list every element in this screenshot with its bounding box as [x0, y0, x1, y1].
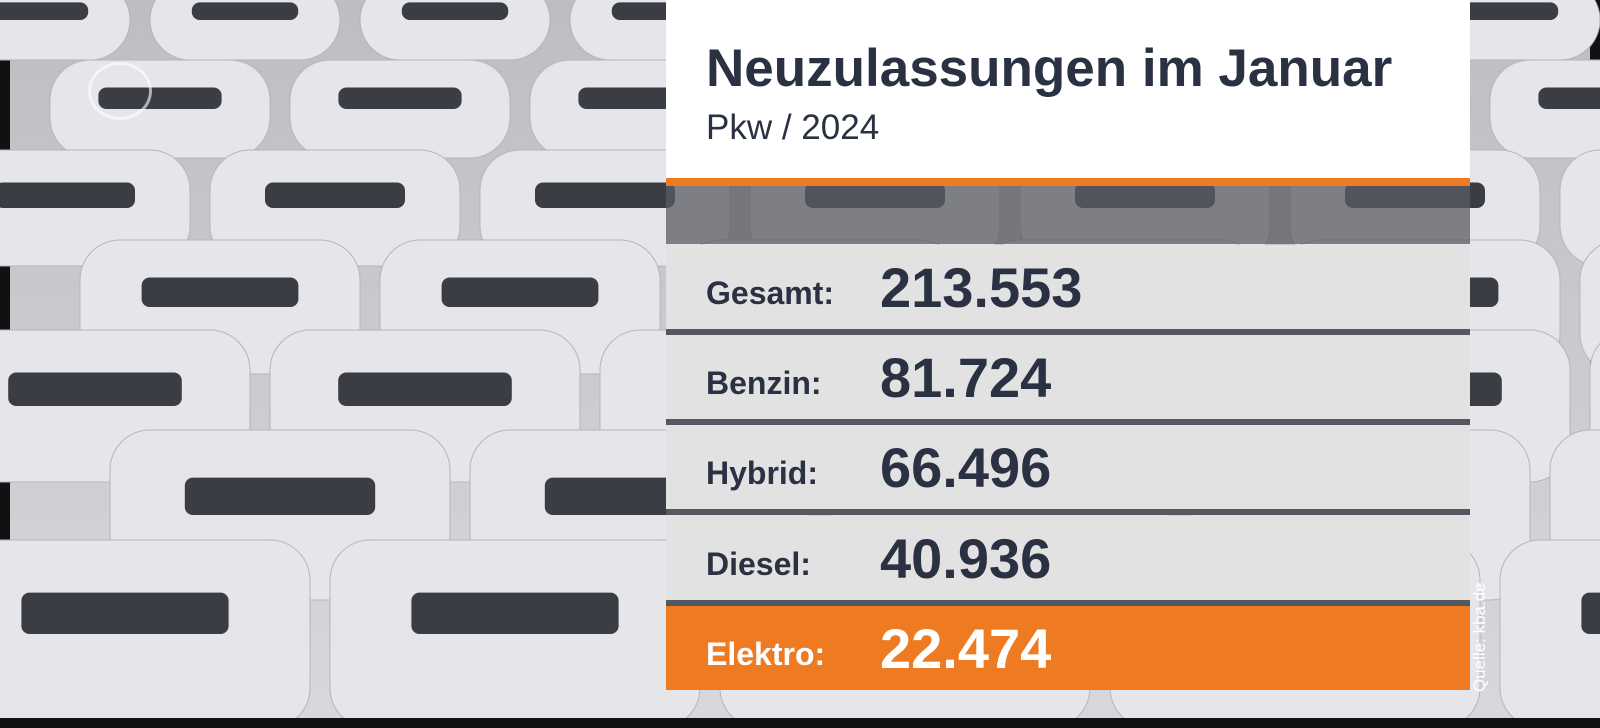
bottom-bar [0, 718, 1600, 728]
source-note: Quelle: kba.de [1470, 582, 1489, 692]
car-cover [1559, 149, 1600, 267]
car-window [184, 477, 376, 515]
stat-label: Diesel: [706, 546, 811, 582]
car-window [411, 592, 619, 634]
stat-label: Gesamt: [706, 275, 835, 311]
car-window [1451, 2, 1559, 21]
car-window [441, 277, 599, 307]
stat-label: Elektro: [706, 636, 826, 672]
stat-value: 40.936 [880, 527, 1052, 590]
car-window [141, 277, 299, 307]
car-window [1538, 87, 1600, 109]
car-window [338, 372, 512, 406]
stat-value: 81.724 [880, 346, 1052, 409]
stat-row: Gesamt: 213.553 [666, 245, 1470, 335]
car-cover [1489, 59, 1600, 159]
stat-value: 66.496 [880, 436, 1052, 499]
car-cover [1579, 244, 1600, 370]
car-window [265, 182, 405, 208]
stat-row: Hybrid: 66.496 [666, 425, 1470, 515]
stat-label: Benzin: [706, 365, 822, 401]
car-window [8, 372, 182, 406]
car-window [535, 182, 675, 208]
car-window [1581, 592, 1600, 634]
stat-row: Benzin: 81.724 [666, 335, 1470, 425]
car-window [191, 2, 299, 21]
car-cover [1499, 539, 1600, 728]
broadcaster-logo [88, 62, 152, 120]
title: Neuzulassungen im Januar [706, 39, 1393, 98]
subtitle: Pkw / 2024 [706, 108, 880, 147]
stat-value: 213.553 [880, 256, 1083, 319]
stat-row: Diesel: 40.936 [666, 516, 1470, 606]
car-window [338, 87, 462, 109]
stat-label: Hybrid: [706, 455, 818, 491]
car-window [21, 592, 229, 634]
accent-rule [666, 178, 1470, 186]
photo-strip [666, 186, 1470, 244]
info-panel: Neuzulassungen im Januar Pkw / 2024 Gesa… [666, 0, 1470, 694]
panel-header: Neuzulassungen im Januar Pkw / 2024 [666, 0, 1470, 178]
stat-row: Elektro: 22.474 [666, 606, 1470, 690]
car-window [401, 2, 509, 21]
car-window [0, 182, 135, 208]
stat-value: 22.474 [880, 617, 1052, 680]
car-window [0, 2, 89, 20]
